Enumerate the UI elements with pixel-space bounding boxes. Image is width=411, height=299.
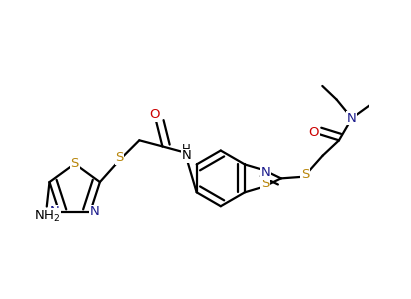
Text: N: N bbox=[347, 112, 357, 125]
Text: S: S bbox=[261, 177, 269, 190]
Text: H: H bbox=[182, 143, 191, 155]
Text: N: N bbox=[50, 205, 60, 218]
Text: N: N bbox=[181, 150, 191, 162]
Text: S: S bbox=[301, 168, 309, 181]
Text: NH$_2$: NH$_2$ bbox=[34, 208, 60, 224]
Text: S: S bbox=[71, 157, 79, 170]
Text: N: N bbox=[90, 205, 99, 218]
Text: O: O bbox=[149, 108, 160, 121]
Text: S: S bbox=[115, 152, 124, 164]
Text: O: O bbox=[309, 126, 319, 139]
Text: N: N bbox=[261, 166, 270, 179]
